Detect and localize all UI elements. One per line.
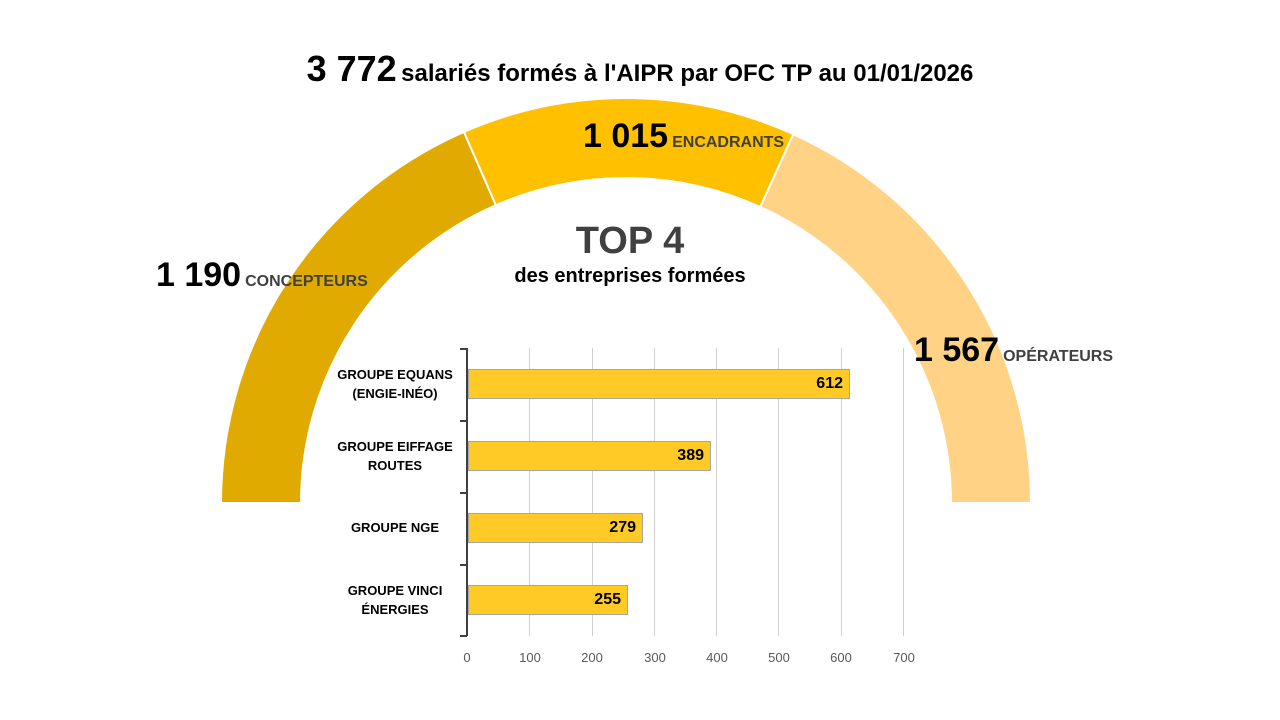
top4-heading: TOP 4 [575, 220, 685, 262]
label-concepteurs: 1 190 CONCEPTEURS [156, 256, 368, 295]
category-label-line: ÉNERGIES [361, 602, 429, 617]
y-axis [466, 348, 468, 636]
category-label-line: GROUPE NGE [350, 520, 440, 535]
category-label-nge: GROUPE NGE [315, 518, 475, 537]
y-axis-tick [460, 492, 467, 494]
x-tick-label: 500 [768, 650, 790, 665]
category-label-line: GROUPE EQUANS [337, 367, 453, 382]
page-title: 3 772 salariés formés à l'AIPR par OFC T… [0, 48, 1280, 90]
bar-nge: 279 [468, 513, 643, 543]
category-label-line: ROUTES [367, 458, 423, 473]
bar-value: 612 [816, 375, 843, 392]
bar-value: 389 [677, 447, 704, 464]
x-tick-label: 600 [830, 650, 852, 665]
x-tick-label: 300 [644, 650, 666, 665]
total-count: 3 772 [306, 48, 397, 89]
top4-subheading: des entreprises formées [514, 265, 746, 287]
encadrants-value: 1 015 [583, 117, 669, 155]
title-text: salariés formés à l'AIPR par OFC TP au 0… [401, 60, 974, 87]
y-axis-tick [460, 564, 467, 566]
bar-value: 255 [594, 591, 621, 608]
bar-equans: 612 [468, 369, 850, 399]
gridline [529, 348, 530, 636]
top4-heading-block: TOP 4 des entreprises formées [480, 220, 780, 288]
category-label-line: (ENGIE-INÉO) [352, 386, 438, 401]
bar-value: 279 [609, 519, 636, 536]
gridline [841, 348, 842, 636]
x-tick-label: 100 [519, 650, 541, 665]
operateurs-value: 1 567 [914, 331, 1000, 369]
x-tick-label: 0 [463, 650, 471, 665]
x-tick-label: 200 [581, 650, 603, 665]
category-label-vinci: GROUPE VINCI ÉNERGIES [315, 581, 475, 619]
y-axis-tick [460, 348, 467, 350]
category-label-eiffage: GROUPE EIFFAGE ROUTES [315, 437, 475, 475]
label-operateurs: 1 567 OPÉRATEURS [914, 331, 1113, 370]
gridline [716, 348, 717, 636]
bar-vinci: 255 [468, 585, 628, 615]
category-label-line: GROUPE EIFFAGE [337, 439, 453, 454]
label-encadrants: 1 015 ENCADRANTS [583, 117, 784, 156]
category-label-equans: GROUPE EQUANS (ENGIE-INÉO) [315, 365, 475, 403]
y-axis-tick [460, 420, 467, 422]
category-label-line: GROUPE VINCI [347, 583, 443, 598]
concepteurs-value: 1 190 [156, 256, 242, 294]
x-tick-label: 400 [706, 650, 728, 665]
gridline [654, 348, 655, 636]
gridline [778, 348, 779, 636]
gridline [903, 348, 904, 636]
operateurs-label: OPÉRATEURS [1003, 348, 1114, 365]
bar-eiffage: 389 [468, 441, 711, 471]
encadrants-label: ENCADRANTS [672, 134, 785, 151]
y-axis-tick [460, 635, 467, 637]
concepteurs-label: CONCEPTEURS [245, 273, 368, 290]
gridline [592, 348, 593, 636]
segment-operateurs [758, 132, 1033, 504]
x-tick-label: 700 [893, 650, 915, 665]
